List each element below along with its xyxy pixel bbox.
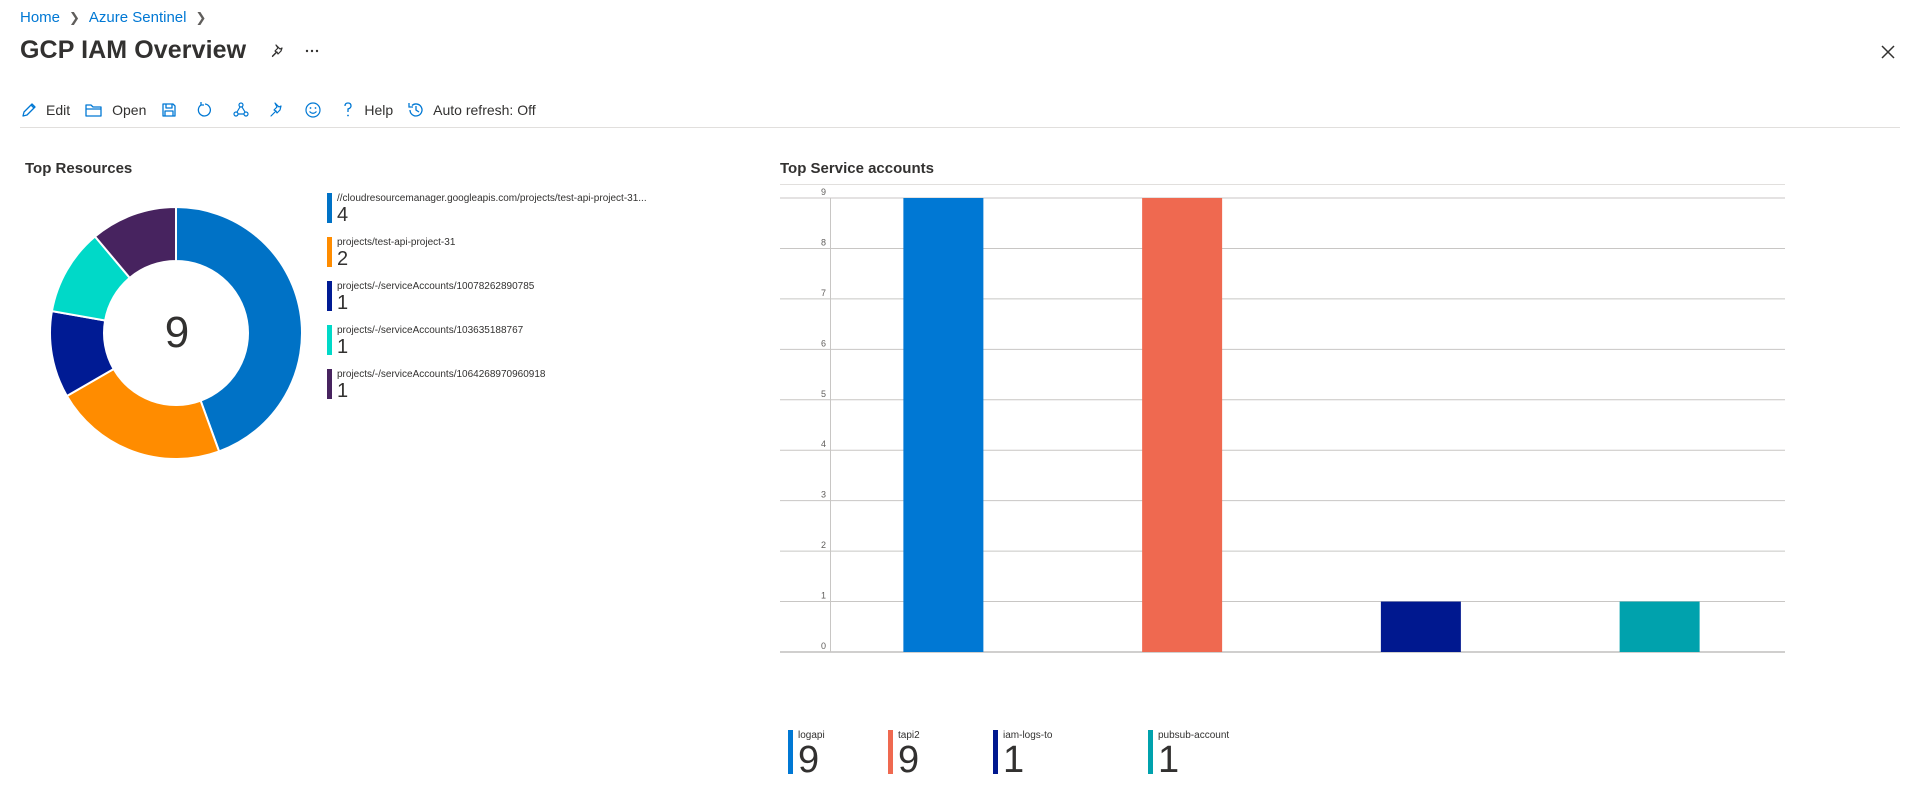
edit-button[interactable]: Edit	[20, 98, 70, 122]
legend-label: projects/-/serviceAccounts/103635188767	[337, 325, 524, 336]
legend-label: //cloudresourcemanager.googleapis.com/pr…	[337, 193, 647, 204]
legend-label: tapi2	[898, 730, 920, 741]
open-folder-icon	[85, 104, 102, 117]
pin-to-dashboard-button[interactable]	[268, 98, 286, 122]
legend-value: 9	[898, 739, 920, 781]
y-tick-label: 8	[821, 237, 826, 247]
help-button[interactable]: Help	[340, 98, 393, 122]
legend-color-swatch	[327, 193, 332, 223]
legend-value: 1	[337, 380, 349, 402]
top-service-accounts-title: Top Service accounts	[780, 160, 934, 177]
save-icon	[162, 103, 177, 117]
breadcrumb-home-link[interactable]: Home	[20, 9, 61, 26]
top-resources-title: Top Resources	[25, 160, 133, 177]
legend-item[interactable]: projects/test-api-project-31 2	[327, 237, 455, 269]
open-button[interactable]: Open	[84, 98, 146, 122]
legend-item[interactable]: projects/-/serviceAccounts/1007826289078…	[327, 281, 534, 313]
auto-refresh-button[interactable]: Auto refresh: Off	[407, 98, 536, 122]
legend-color-swatch	[327, 325, 332, 355]
refresh-icon	[198, 102, 212, 117]
breadcrumb: Home ❯ Azure Sentinel ❯	[20, 9, 215, 26]
close-button[interactable]	[1876, 40, 1900, 64]
legend-label: projects/test-api-project-31	[337, 237, 456, 248]
legend-color-swatch	[327, 237, 332, 267]
legend-item[interactable]: logapi 9	[788, 730, 825, 781]
edit-icon	[22, 103, 36, 117]
help-icon	[344, 102, 353, 117]
y-tick-label: 1	[821, 591, 826, 601]
legend-value: 1	[1003, 739, 1025, 781]
legend-label: projects/-/serviceAccounts/1007826289078…	[337, 281, 535, 292]
top-resources-donut-chart	[50, 207, 302, 459]
y-tick-label: 9	[821, 187, 826, 197]
y-tick-label: 4	[821, 439, 826, 449]
legend-label: iam-logs-to	[1003, 730, 1053, 741]
legend-value: 1	[337, 292, 349, 314]
close-icon	[1881, 45, 1895, 59]
y-tick-label: 0	[821, 641, 826, 651]
chevron-right-icon: ❯	[69, 9, 80, 25]
bar-iam-logs-to[interactable]	[1380, 601, 1461, 652]
legend-item[interactable]: tapi2 9	[888, 730, 920, 781]
bar-logapi[interactable]	[903, 198, 984, 652]
save-button[interactable]	[160, 98, 178, 122]
legend-value: 2	[337, 248, 349, 270]
help-label: Help	[364, 102, 394, 118]
more-options-icon[interactable]	[302, 41, 322, 61]
feedback-smiley-icon	[305, 102, 321, 118]
toolbar: Edit Open Help Auto refresh: Off	[20, 98, 550, 122]
legend-item[interactable]: pubsub-account 1	[1148, 730, 1230, 781]
legend-item[interactable]: iam-logs-to 1	[993, 730, 1053, 781]
toolbar-divider	[20, 127, 1900, 128]
legend-color-swatch	[888, 730, 893, 774]
y-tick-label: 3	[821, 490, 826, 500]
share-icon	[233, 102, 249, 117]
legend-item[interactable]: //cloudresourcemanager.googleapis.com/pr…	[327, 193, 647, 225]
chevron-right-icon: ❯	[195, 9, 207, 25]
bar-pubsub-account[interactable]	[1619, 601, 1700, 652]
auto-refresh-label: Auto refresh: Off	[433, 102, 536, 118]
donut-total: 9	[164, 308, 190, 357]
y-tick-label: 2	[821, 540, 826, 550]
title-row: GCP IAM Overview	[20, 36, 322, 65]
breadcrumb-azure-sentinel-link[interactable]: Azure Sentinel	[88, 9, 187, 26]
legend-value: 4	[337, 204, 349, 226]
legend-label: projects/-/serviceAccounts/1064268970960…	[337, 369, 546, 380]
refresh-button[interactable]	[196, 98, 214, 122]
open-label: Open	[112, 102, 147, 118]
donut-slice[interactable]	[175, 207, 302, 453]
page-title: GCP IAM Overview	[20, 36, 247, 64]
legend-color-swatch	[788, 730, 793, 774]
legend-label: pubsub-account	[1158, 730, 1230, 741]
y-tick-label: 7	[821, 288, 826, 298]
auto-refresh-clock-icon	[408, 103, 423, 117]
legend-value: 9	[798, 739, 820, 781]
legend-color-swatch	[327, 281, 332, 311]
feedback-button[interactable]	[304, 98, 322, 122]
legend-value: 1	[1158, 739, 1180, 781]
legend-value: 1	[337, 336, 349, 358]
legend-color-swatch	[993, 730, 998, 774]
top-service-accounts-bar-chart: 0 1 2 3 4 5 6 7 8 9	[780, 184, 1785, 653]
legend-label: logapi	[798, 730, 825, 741]
legend-item[interactable]: projects/-/serviceAccounts/103635188767 …	[327, 325, 523, 357]
edit-label: Edit	[46, 102, 71, 118]
bar-tapi2[interactable]	[1142, 198, 1223, 652]
legend-item[interactable]: projects/-/serviceAccounts/1064268970960…	[327, 369, 545, 401]
legend-color-swatch	[327, 369, 332, 399]
y-tick-label: 6	[821, 338, 826, 348]
pin-icon[interactable]	[268, 41, 288, 61]
pin-icon	[270, 102, 282, 117]
share-button[interactable]	[232, 98, 250, 122]
donut-slice[interactable]	[93, 207, 177, 280]
y-tick-label: 5	[821, 389, 826, 399]
legend-color-swatch	[1148, 730, 1153, 774]
